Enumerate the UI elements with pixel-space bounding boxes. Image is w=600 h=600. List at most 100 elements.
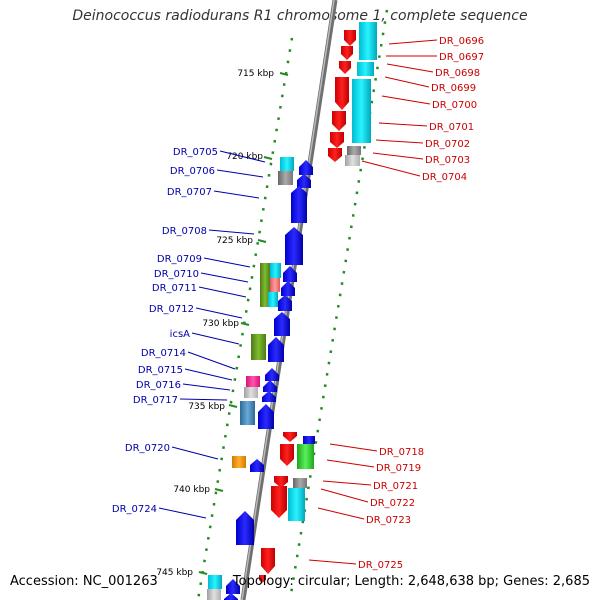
gene-shape-dr0721 <box>274 476 288 488</box>
gene-shape-dr0705 <box>280 157 294 171</box>
gene-label[interactable]: DR_0697 <box>439 52 484 63</box>
scale-tick-735: 735 kbp <box>188 402 238 412</box>
scale-tick-label: 730 kbp <box>202 319 239 329</box>
scale-tick-745: 745 kbp <box>156 568 208 578</box>
gene-label[interactable]: DR_0704 <box>422 172 467 183</box>
gene-label[interactable]: DR_0719 <box>376 463 421 474</box>
gene-label[interactable]: DR_0715 <box>138 365 183 376</box>
gene-shape-dr0712 <box>274 312 290 336</box>
gene-shape-dr0711-arrow <box>281 281 295 296</box>
forward-strand-genes <box>207 157 313 600</box>
gene-label[interactable]: icsA <box>170 329 190 340</box>
gene-label[interactable]: DR_0723 <box>366 515 411 526</box>
gene-label[interactable]: DR_0708 <box>162 226 207 237</box>
gene-label[interactable]: DR_0725 <box>358 560 403 571</box>
gene-shape-dr0707 <box>291 186 307 223</box>
scale-tick-720: 720 kbp <box>226 152 273 162</box>
map-title: Deinococcus radiodurans R1 chromosome 1,… <box>72 8 528 24</box>
gene-shape-icsa <box>251 334 266 360</box>
gene-label[interactable]: DR_0722 <box>370 498 415 509</box>
gene-shape-dr0703 <box>328 148 342 162</box>
gene-shape-dr0722 <box>271 486 287 518</box>
gene-shape-dr0724 <box>236 511 254 545</box>
gene-shape-dr0718b <box>303 436 315 444</box>
gene-label[interactable]: DR_0724 <box>112 504 157 515</box>
gene-label[interactable]: DR_0705 <box>173 147 218 158</box>
gene-shape-dr0710 <box>270 263 281 278</box>
gene-shape-bottom-blue2 <box>224 593 238 600</box>
gene-shape-dr0715 <box>265 368 279 381</box>
gene-label[interactable]: DR_0702 <box>425 139 470 150</box>
gene-label[interactable]: DR_0698 <box>435 68 480 79</box>
scale-tick-730: 730 kbp <box>202 319 250 329</box>
accession-text: Accession: NC_001263 <box>10 574 158 589</box>
gene-shape-dr0723 <box>288 488 305 521</box>
gene-shape-dr0697 <box>341 46 353 60</box>
scale-tick-label: 715 kbp <box>237 69 274 79</box>
gene-shape-dr0710-arrow <box>283 266 297 282</box>
gene-shape-dr0720 <box>232 456 246 468</box>
topology-summary: Topology: circular; Length: 2,648,638 bp… <box>232 574 590 589</box>
gene-shape-dr0708 <box>285 227 303 265</box>
gene-shape-dr0717b <box>258 404 274 429</box>
gene-shape-dr0716-light <box>244 387 258 398</box>
gene-shape-dr0709 <box>260 263 270 307</box>
gene-label[interactable]: DR_0716 <box>136 380 181 391</box>
gene-shape-dr0721-gray <box>293 478 307 488</box>
gene-label[interactable]: DR_0701 <box>429 122 474 133</box>
scale-tick-label: 745 kbp <box>156 568 193 578</box>
gene-label[interactable]: DR_0721 <box>373 481 418 492</box>
gene-label[interactable]: DR_0706 <box>170 166 215 177</box>
gene-shape-cyan-long <box>352 79 371 143</box>
gene-label[interactable]: DR_0710 <box>154 269 199 280</box>
scale-tick-725: 725 kbp <box>216 236 267 246</box>
scale-tick-715: 715 kbp <box>237 69 289 79</box>
gene-shape-dr0702 <box>330 132 344 148</box>
gene-shape-dr0701 <box>332 111 346 131</box>
gene-shape-dr0699 <box>357 62 374 76</box>
reverse-strand-labels: DR_0696 DR_0697 DR_0698 DR_0699 DR_0700 … <box>308 36 484 571</box>
reverse-strand-genes <box>259 22 377 583</box>
gene-shape-bottom-blue1 <box>226 579 240 594</box>
gene-label[interactable]: DR_0709 <box>157 254 202 265</box>
gene-label[interactable]: DR_0720 <box>125 443 170 454</box>
gene-shape-dr0718 <box>283 432 297 442</box>
scale-tick-label: 735 kbp <box>188 402 225 412</box>
gene-shape-dr0725 <box>261 548 275 574</box>
gene-shape-dr0717-arrow <box>262 391 276 402</box>
gene-label[interactable]: DR_0707 <box>167 187 212 198</box>
gene-shape-dr0703-gray <box>347 146 361 155</box>
gene-shape-dr0719-red <box>280 444 294 466</box>
scale-tick-label: 725 kbp <box>216 236 253 246</box>
gene-shape-dr0700 <box>335 77 349 110</box>
gene-shape-dr0696-cyan <box>359 22 377 60</box>
gene-label[interactable]: DR_0717 <box>133 395 178 406</box>
gene-shape-dr0706 <box>278 171 293 185</box>
forward-strand-labels: DR_0705 DR_0706 DR_0707 DR_0708 DR_0709 … <box>112 147 266 519</box>
gene-shape-dr0717 <box>240 401 255 425</box>
gene-shape-dr0711 <box>270 278 280 292</box>
gene-shape-dr0725-tip <box>259 575 266 583</box>
gene-shape-bottom-cyan <box>208 575 222 589</box>
gene-shape-dr0712-arrow <box>278 295 292 311</box>
gene-shape-dr0720-arrow <box>250 459 264 472</box>
gene-shape-dr0698 <box>339 61 351 74</box>
scale-tick-740: 740 kbp <box>173 485 224 495</box>
gene-label[interactable]: DR_0718 <box>379 447 424 458</box>
gene-shape-dr0716 <box>263 380 277 392</box>
gene-label[interactable]: DR_0712 <box>149 304 194 315</box>
gene-label[interactable]: DR_0696 <box>439 36 484 47</box>
gene-shape-icsa-arrow <box>268 337 284 362</box>
gene-label[interactable]: DR_0699 <box>431 83 476 94</box>
gene-label[interactable]: DR_0711 <box>152 283 197 294</box>
gene-label[interactable]: DR_0714 <box>141 348 186 359</box>
gene-shape-dr0711b <box>268 292 278 307</box>
gene-shape-bottom-light <box>207 589 221 600</box>
gene-label[interactable]: DR_0700 <box>432 100 477 111</box>
gene-shape-dr0696 <box>344 30 356 46</box>
gene-label[interactable]: DR_0703 <box>425 155 470 166</box>
gene-shape-dr0705-arrow <box>299 160 313 175</box>
scale-tick-label: 740 kbp <box>173 485 210 495</box>
gene-shape-dr0704 <box>345 155 360 166</box>
